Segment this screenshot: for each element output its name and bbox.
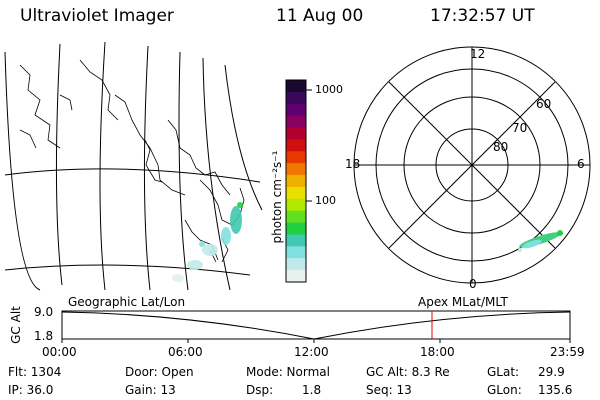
polar-label-60: 60 [536,97,552,111]
gc-alt-readout: GC Alt: 8.3 Re [366,365,450,379]
color-bar-band [286,91,306,105]
polar-label-12: 12 [470,47,486,61]
color-bar-band [286,246,306,259]
color-bar-band [286,127,306,140]
color-bar-band [286,139,306,152]
geo-aurora [172,202,243,282]
alt-x-tick-0600: 06:00 [168,345,203,359]
color-bar-band [286,270,306,283]
polar-label-0: 0 [469,277,477,291]
color-bar-band [286,210,306,224]
polar-plot[interactable] [353,46,591,284]
date-readout: 11 Aug 00 [276,6,364,26]
mode-readout: Mode: Normal [246,365,330,379]
altitude-curve [61,311,571,340]
color-bar-band [286,115,306,129]
alt-x-tick-0000: 00:00 [42,345,77,359]
alt-x-tick-2359: 23:59 [550,345,585,359]
flight-number: Flt: 1304 [8,365,62,379]
colorbar-unit-label: photon cm⁻²s⁻¹ [270,150,284,244]
color-bar-band [286,80,306,93]
color-bar-band [286,234,306,247]
gc-alt-axis-label: GC Alt [9,306,23,344]
glon-value: 135.6 [538,383,573,397]
altitude-x-ticks [61,339,571,343]
geographic-map[interactable] [4,41,263,291]
alt-x-tick-1800: 18:00 [420,345,455,359]
polar-label-18: 18 [345,157,361,171]
glon-label: GLon: [487,383,522,397]
colorbar-tick-1000: 1000 [315,83,343,96]
color-bar-band [286,186,306,200]
time-readout: 17:32:57 UT [430,6,535,26]
polar-label-70: 70 [512,121,528,135]
alt-x-tick-1200: 12:00 [294,345,329,359]
color-bar-band [286,222,306,235]
color-bar-band [286,258,306,271]
dsp-label: Dsp: [246,383,274,397]
color-bar-ticks [306,89,312,202]
color-bar-band [286,175,306,188]
polar-label-6: 6 [577,157,585,171]
glat-label: GLat: [487,365,520,379]
color-bar-band [286,163,306,176]
alt-y-tick-bottom: 1.8 [34,329,54,343]
color-bar-band [286,198,306,212]
color-bar-band [286,103,306,117]
window-title: Ultraviolet Imager [20,6,174,26]
alt-y-tick-top: 9.0 [34,305,54,319]
apex-panel-label: Apex MLat/MLT [418,295,508,309]
gain-readout: Gain: 13 [125,383,176,397]
color-bar-band [286,151,306,164]
colorbar-tick-100: 100 [315,194,336,207]
coastline [19,59,245,263]
polar-label-80: 80 [493,140,509,154]
color-bar [285,79,307,283]
color-bar-frame [285,79,307,283]
dsp-value: 1.8 [302,383,322,397]
door-status: Door: Open [125,365,194,379]
sequence-readout: Seq: 13 [366,383,412,397]
geographic-panel-label: Geographic Lat/Lon [68,295,186,309]
glat-value: 29.9 [538,365,565,379]
polar-aurora [518,230,563,252]
ip-readout: IP: 36.0 [8,383,54,397]
